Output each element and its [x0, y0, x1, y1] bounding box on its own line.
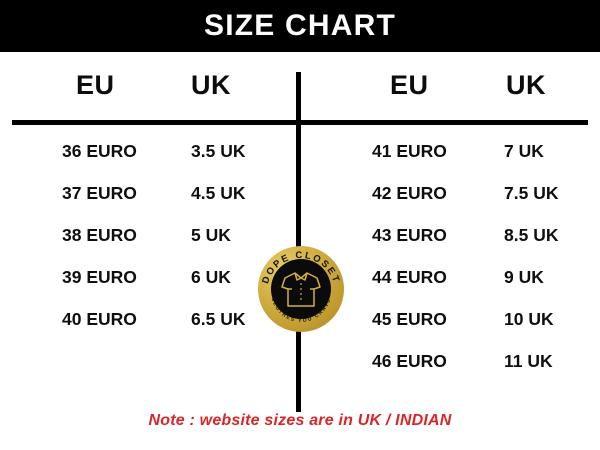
cell-uk: 6.5 UK [191, 309, 246, 329]
center-divider-vertical [296, 72, 301, 412]
column-header-eu-left: EU [76, 70, 115, 100]
cell-eu: 42 EURO [372, 183, 447, 203]
table-body-right: 41 EURO 7 UK 42 EURO 7.5 UK 43 EURO 8.5 … [301, 140, 600, 392]
table-row: 42 EURO 7.5 UK [301, 182, 600, 224]
page-title: SIZE CHART [204, 9, 396, 42]
cell-uk: 8.5 UK [504, 225, 559, 245]
column-header-uk-left: UK [191, 70, 231, 100]
title-bar: SIZE CHART [0, 0, 600, 52]
size-chart-table: EU UK EU UK 36 EURO 3.5 UK 37 EURO 4.5 U… [0, 52, 600, 450]
cell-eu: 43 EURO [372, 225, 447, 245]
column-header-eu-right: EU [390, 70, 429, 100]
table-row: 39 EURO 6 UK [0, 266, 296, 308]
cell-uk: 10 UK [504, 309, 554, 329]
cell-uk: 4.5 UK [191, 183, 246, 203]
cell-eu: 46 EURO [372, 351, 447, 371]
cell-eu: 45 EURO [372, 309, 447, 329]
cell-uk: 7 UK [504, 141, 544, 161]
shirt-icon [281, 272, 321, 307]
brand-logo-badge: DOPE CLOSET CLOTHES YOU CRAVE [258, 246, 344, 332]
cell-eu: 38 EURO [62, 225, 137, 245]
cell-uk: 7.5 UK [504, 183, 559, 203]
cell-uk: 5 UK [191, 225, 231, 245]
cell-uk: 9 UK [504, 267, 544, 287]
table-row: 45 EURO 10 UK [301, 308, 600, 350]
cell-eu: 41 EURO [372, 141, 447, 161]
cell-eu: 37 EURO [62, 183, 137, 203]
table-header-row: EU UK EU UK [0, 70, 600, 118]
table-row: 46 EURO 11 UK [301, 350, 600, 392]
cell-uk: 6 UK [191, 267, 231, 287]
column-header-uk-right: UK [506, 70, 546, 100]
cell-eu: 44 EURO [372, 267, 447, 287]
logo-arc-text: DOPE CLOSET CLOTHES YOU CRAVE [260, 250, 340, 324]
cell-uk: 3.5 UK [191, 141, 246, 161]
table-body-left: 36 EURO 3.5 UK 37 EURO 4.5 UK 38 EURO 5 … [0, 140, 296, 350]
cell-eu: 39 EURO [62, 267, 137, 287]
footer-note: Note : website sizes are in UK / INDIAN [148, 412, 452, 429]
table-row: 37 EURO 4.5 UK [0, 182, 296, 224]
table-row: 44 EURO 9 UK [301, 266, 600, 308]
table-row: 43 EURO 8.5 UK [301, 224, 600, 266]
table-row: 40 EURO 6.5 UK [0, 308, 296, 350]
table-row: 36 EURO 3.5 UK [0, 140, 296, 182]
table-row: 38 EURO 5 UK [0, 224, 296, 266]
cell-eu: 40 EURO [62, 309, 137, 329]
cell-eu: 36 EURO [62, 141, 137, 161]
cell-uk: 11 UK [504, 351, 553, 371]
table-row: 41 EURO 7 UK [301, 140, 600, 182]
